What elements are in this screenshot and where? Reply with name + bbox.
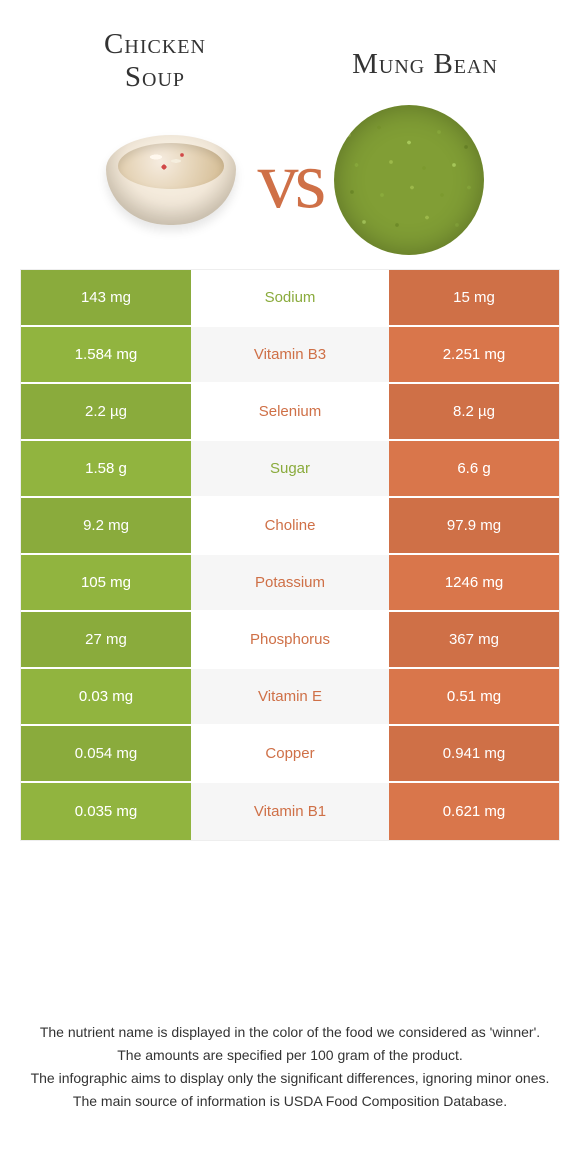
nutrient-row: 0.054 mgCopper0.941 mg — [21, 726, 559, 783]
footer-notes: The nutrient name is displayed in the co… — [0, 1022, 580, 1114]
nutrient-name-cell: Potassium — [191, 555, 389, 610]
left-value-cell: 0.054 mg — [21, 726, 191, 781]
soup-bowl-icon — [106, 135, 236, 225]
nutrient-row: 1.58 gSugar6.6 g — [21, 441, 559, 498]
left-value-cell: 2.2 µg — [21, 384, 191, 439]
left-value-cell: 1.584 mg — [21, 327, 191, 382]
nutrient-row: 1.584 mgVitamin B32.251 mg — [21, 327, 559, 384]
right-food-title: Mung Bean — [290, 48, 560, 81]
footer-line: The infographic aims to display only the… — [30, 1068, 550, 1089]
right-value-cell: 15 mg — [389, 270, 559, 325]
nutrient-row: 143 mgSodium15 mg — [21, 270, 559, 327]
footer-line: The amounts are specified per 100 gram o… — [30, 1045, 550, 1066]
nutrient-name-cell: Sugar — [191, 441, 389, 496]
nutrient-name-cell: Sodium — [191, 270, 389, 325]
nutrient-row: 9.2 mgCholine97.9 mg — [21, 498, 559, 555]
left-value-cell: 0.035 mg — [21, 783, 191, 840]
nutrient-name-cell: Phosphorus — [191, 612, 389, 667]
nutrient-name-cell: Vitamin B1 — [191, 783, 389, 840]
right-value-cell: 367 mg — [389, 612, 559, 667]
right-food-header: Mung Bean — [290, 28, 560, 81]
nutrient-name-cell: Vitamin B3 — [191, 327, 389, 382]
footer-line: The nutrient name is displayed in the co… — [30, 1022, 550, 1043]
right-value-cell: 1246 mg — [389, 555, 559, 610]
left-food-image — [96, 105, 246, 255]
left-value-cell: 143 mg — [21, 270, 191, 325]
nutrient-row: 0.035 mgVitamin B10.621 mg — [21, 783, 559, 840]
left-food-header: Chicken Soup — [20, 28, 290, 95]
left-food-title: Chicken Soup — [20, 28, 290, 95]
right-value-cell: 2.251 mg — [389, 327, 559, 382]
nutrient-name-cell: Vitamin E — [191, 669, 389, 724]
right-value-cell: 0.621 mg — [389, 783, 559, 840]
right-value-cell: 97.9 mg — [389, 498, 559, 553]
nutrient-name-cell: Copper — [191, 726, 389, 781]
footer-line: The main source of information is USDA F… — [30, 1091, 550, 1112]
right-value-cell: 0.941 mg — [389, 726, 559, 781]
right-food-image — [334, 105, 484, 255]
left-value-cell: 27 mg — [21, 612, 191, 667]
nutrient-row: 27 mgPhosphorus367 mg — [21, 612, 559, 669]
header: Chicken Soup Mung Bean — [0, 0, 580, 105]
left-value-cell: 9.2 mg — [21, 498, 191, 553]
nutrient-row: 0.03 mgVitamin E0.51 mg — [21, 669, 559, 726]
left-value-cell: 1.58 g — [21, 441, 191, 496]
right-value-cell: 0.51 mg — [389, 669, 559, 724]
nutrient-name-cell: Choline — [191, 498, 389, 553]
nutrient-table: 143 mgSodium15 mg1.584 mgVitamin B32.251… — [20, 269, 560, 841]
vs-row: vs — [0, 105, 580, 269]
right-value-cell: 6.6 g — [389, 441, 559, 496]
nutrient-row: 105 mgPotassium1246 mg — [21, 555, 559, 612]
left-value-cell: 0.03 mg — [21, 669, 191, 724]
right-value-cell: 8.2 µg — [389, 384, 559, 439]
vs-label: vs — [258, 133, 323, 227]
mung-bean-icon — [334, 105, 484, 255]
left-value-cell: 105 mg — [21, 555, 191, 610]
nutrient-row: 2.2 µgSelenium8.2 µg — [21, 384, 559, 441]
nutrient-name-cell: Selenium — [191, 384, 389, 439]
